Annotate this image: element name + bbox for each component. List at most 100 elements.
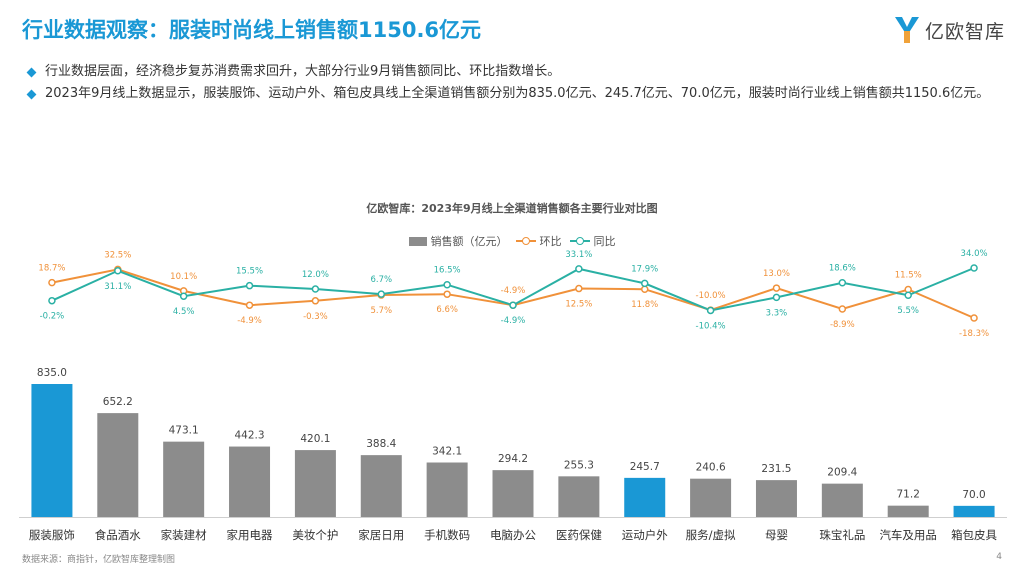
bar-value-label: 240.6 (696, 462, 726, 474)
category-tick-label: 家居日用 (358, 528, 404, 542)
yoy-point-9 (640, 279, 649, 288)
data-source-note: 数据来源：商指针，亿欧智库整理制图 (22, 555, 176, 565)
yoy-point-12 (838, 278, 847, 287)
bar-13 (887, 505, 929, 517)
yoy-point-11 (772, 293, 781, 302)
yoy-data-label: 16.5% (434, 266, 461, 276)
mom-point-8 (575, 284, 583, 293)
yoy-data-label: 4.5% (173, 307, 195, 317)
bar-1 (97, 413, 139, 517)
bar-7 (492, 470, 534, 517)
bar-value-label: 420.1 (300, 433, 330, 445)
category-tick-label: 珠宝礼品 (819, 528, 865, 542)
category-tick-label: 电脑办公 (490, 528, 536, 542)
mom-data-label: -4.9% (237, 316, 262, 326)
yoy-point-13 (904, 291, 912, 299)
legend-label-sales: 销售额（亿元） (430, 235, 508, 248)
yoy-data-label: 6.7% (370, 275, 392, 285)
category-tick-label: 医药保健 (556, 528, 602, 542)
bar-value-label: 231.5 (761, 463, 791, 475)
yoy-data-label: 34.0% (961, 249, 988, 259)
mom-data-label: -0.3% (303, 312, 328, 322)
bar-value-label: 294.2 (498, 453, 528, 465)
yoy-point-5 (377, 290, 386, 298)
mom-data-label: 18.7% (38, 264, 65, 274)
mom-data-label: 10.1% (170, 272, 197, 282)
yoy-data-label: -10.4% (696, 321, 726, 331)
yoy-point-1 (114, 267, 122, 275)
yoy-data-label: 18.6% (829, 264, 856, 274)
bar-9 (624, 477, 666, 517)
yoy-data-label: 12.0% (302, 270, 329, 280)
mom-data-label: 6.6% (436, 305, 458, 315)
yoy-point-14 (970, 264, 978, 272)
mom-data-label: 11.5% (895, 271, 922, 281)
bullet-text: 行业数据层面，经济稳步复苏消费需求回升，大部分行业9月销售额同比、环比指数增长。 (45, 64, 561, 79)
yoy-data-label: 3.3% (766, 308, 788, 318)
yoy-point-6 (443, 280, 451, 289)
mom-point-0 (48, 278, 56, 287)
bar-14 (953, 505, 995, 517)
mom-point-11 (772, 284, 781, 292)
bullet-list: 行业数据层面，经济稳步复苏消费需求回升，大部分行业9月销售额同比、环比指数增长。… (26, 62, 998, 106)
yoy-data-label: -4.9% (501, 316, 526, 326)
bar-value-label: 209.4 (827, 467, 857, 479)
bar-value-label: 835.0 (37, 367, 67, 379)
bar-value-label: 388.4 (366, 438, 396, 450)
chart-legend: 销售额（亿元） 环比 同比 (0, 233, 1024, 249)
yoy-data-label: 17.9% (631, 264, 658, 274)
yoy-data-label: 31.1% (104, 282, 131, 292)
bullet-item: 行业数据层面，经济稳步复苏消费需求回升，大部分行业9月销售额同比、环比指数增长。 (26, 62, 998, 82)
mom-point-12 (838, 305, 847, 313)
yoy-point-8 (575, 265, 583, 273)
yoy-point-0 (48, 296, 56, 305)
mom-data-label: 11.8% (631, 300, 658, 310)
category-tick-label: 汽车及用品 (879, 528, 937, 542)
yoy-point-4 (311, 285, 320, 293)
legend-label-yoy: 同比 (593, 235, 616, 248)
mom-data-label: 12.5% (565, 300, 592, 310)
mom-data-label: -18.3% (959, 329, 989, 339)
bar-2 (163, 441, 205, 517)
yoy-data-label: 5.5% (897, 306, 919, 316)
bar-5 (360, 455, 402, 517)
legend-label-mom: 环比 (539, 235, 562, 248)
bar-11 (755, 480, 797, 517)
bar-6 (426, 462, 468, 517)
chart-title: 亿欧智库：2023年9月线上全渠道销售额各主要行业对比图 (366, 202, 658, 215)
category-tick-label: 箱包皮具 (951, 528, 997, 542)
page-number: 4 (996, 552, 1002, 562)
bar-value-label: 442.3 (235, 430, 265, 442)
legend-mom-line-swatch (515, 236, 536, 246)
mom-point-14 (970, 314, 978, 322)
page-title: 行业数据观察：服装时尚线上销售额1150.6亿元 (22, 18, 482, 42)
bullet-text: 2023年9月线上数据显示，服装服饰、运动户外、箱包皮具线上全渠道销售额分别为8… (45, 86, 990, 101)
bar-value-label: 652.2 (103, 396, 133, 408)
bar-8 (558, 476, 600, 517)
bar-value-label: 473.1 (169, 425, 199, 437)
mom-data-label: 32.5% (104, 250, 131, 260)
logo-icon (895, 17, 919, 43)
mom-point-3 (245, 301, 254, 309)
yoy-data-label: 15.5% (236, 267, 263, 277)
category-tick-label: 家用电器 (227, 528, 273, 542)
bar-value-label: 245.7 (630, 461, 660, 473)
legend-item-yoy: 同比 (569, 233, 616, 249)
legend-bar-swatch (408, 236, 427, 246)
yoy-data-label: -0.2% (40, 312, 65, 322)
bullet-item: 2023年9月线上数据显示，服装服饰、运动户外、箱包皮具线上全渠道销售额分别为8… (26, 84, 998, 104)
bar-12 (821, 483, 863, 517)
mom-point-4 (311, 297, 320, 305)
logo-text: 亿欧智库 (925, 20, 1006, 43)
bar-value-label: 71.2 (897, 489, 920, 501)
mom-point-6 (443, 290, 451, 298)
category-tick-label: 母婴 (765, 528, 788, 542)
bar-value-label: 255.3 (564, 459, 594, 471)
bar-0 (31, 384, 73, 517)
yoy-point-3 (245, 281, 254, 290)
category-tick-label: 手机数码 (424, 528, 470, 542)
category-tick-label: 食品酒水 (95, 528, 141, 542)
mom-data-label: -10.0% (696, 291, 726, 301)
category-tick-label: 服装服饰 (29, 528, 75, 542)
